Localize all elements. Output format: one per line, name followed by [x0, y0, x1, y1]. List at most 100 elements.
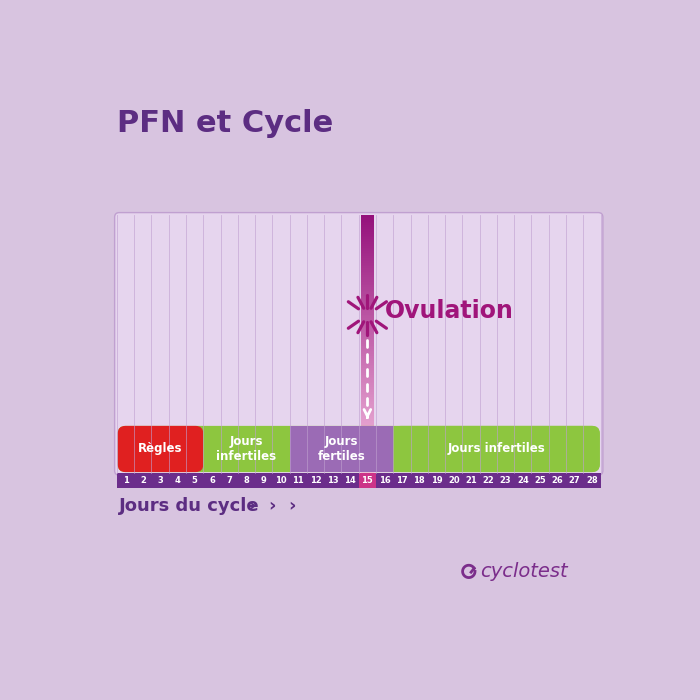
Bar [117, 473, 601, 489]
Text: Jours infertiles: Jours infertiles [448, 442, 546, 456]
Bar [358, 473, 376, 489]
Bar [361, 214, 374, 216]
Text: 16: 16 [379, 476, 391, 485]
Text: 6: 6 [209, 476, 215, 485]
Bar [361, 326, 374, 328]
Bar [361, 404, 374, 406]
Bar [361, 430, 374, 432]
Bar [361, 469, 374, 471]
Text: 27: 27 [569, 476, 580, 485]
Bar [361, 344, 374, 346]
Text: 15: 15 [361, 476, 373, 485]
Bar [361, 409, 374, 411]
Bar [361, 376, 374, 378]
Text: 14: 14 [344, 476, 356, 485]
Text: Jours
infertiles: Jours infertiles [216, 435, 276, 463]
Text: 2: 2 [140, 476, 146, 485]
Bar [361, 416, 374, 418]
Text: 9: 9 [261, 476, 267, 485]
Bar [361, 333, 374, 335]
Bar [361, 354, 374, 356]
Text: 22: 22 [482, 476, 494, 485]
Bar [361, 421, 374, 423]
Bar [361, 364, 374, 366]
Text: 25: 25 [534, 476, 546, 485]
Bar [361, 398, 374, 400]
Text: Jours
fertiles: Jours fertiles [318, 435, 365, 463]
Bar [361, 431, 374, 433]
Text: 5: 5 [192, 476, 197, 485]
Bar [361, 363, 374, 365]
Bar [361, 228, 374, 230]
Bar [361, 273, 374, 275]
Bar [361, 466, 374, 468]
Bar [361, 445, 374, 447]
Bar [361, 342, 374, 344]
Bar [361, 462, 374, 464]
Text: 17: 17 [396, 476, 407, 485]
FancyBboxPatch shape [118, 426, 600, 472]
Bar [361, 374, 374, 377]
Bar [361, 239, 374, 241]
Text: 26: 26 [552, 476, 564, 485]
Text: 18: 18 [414, 476, 425, 485]
Bar [361, 280, 374, 282]
Bar [361, 249, 374, 251]
Text: 28: 28 [586, 476, 598, 485]
Bar [361, 259, 374, 261]
Bar [361, 393, 374, 395]
Text: ›  ›  ›: › › › [248, 497, 296, 515]
Bar [361, 319, 374, 321]
Bar [361, 435, 374, 437]
Bar [361, 288, 374, 290]
Bar [361, 246, 374, 248]
Text: Ovulation: Ovulation [384, 299, 513, 323]
FancyBboxPatch shape [118, 426, 203, 472]
Bar [361, 347, 374, 349]
Bar [361, 316, 374, 318]
Text: 24: 24 [517, 476, 528, 485]
Bar [361, 233, 374, 235]
Bar [361, 247, 374, 249]
Bar [361, 227, 374, 229]
Bar [361, 312, 374, 314]
Bar [361, 268, 374, 270]
Bar [361, 314, 374, 316]
Text: 4: 4 [174, 476, 181, 485]
Bar [361, 309, 374, 312]
Bar [361, 468, 374, 470]
Bar [361, 402, 374, 404]
Bar [361, 389, 374, 391]
Bar [361, 356, 374, 358]
Bar [361, 300, 374, 302]
Bar [361, 281, 374, 284]
Text: 1: 1 [122, 476, 129, 485]
Bar [361, 447, 374, 449]
Bar [361, 366, 374, 368]
Bar [361, 359, 374, 361]
Bar [361, 412, 374, 414]
Bar [361, 251, 374, 253]
Bar [361, 330, 374, 332]
Bar [361, 426, 374, 428]
Bar [361, 411, 374, 413]
Bar [361, 258, 374, 260]
Bar [361, 266, 374, 268]
Bar [361, 443, 374, 445]
Bar [203, 426, 290, 472]
Bar [361, 235, 374, 237]
Bar [361, 470, 374, 473]
Text: 8: 8 [244, 476, 249, 485]
Bar [361, 270, 374, 272]
Bar [361, 395, 374, 397]
Bar [361, 378, 374, 380]
Bar [361, 351, 374, 353]
Bar [361, 302, 374, 304]
Bar [361, 423, 374, 425]
Text: cyclotest: cyclotest [480, 562, 567, 581]
Bar [361, 328, 374, 330]
FancyBboxPatch shape [115, 213, 603, 475]
Bar [361, 397, 374, 399]
Bar [361, 405, 374, 407]
Bar [361, 297, 374, 299]
